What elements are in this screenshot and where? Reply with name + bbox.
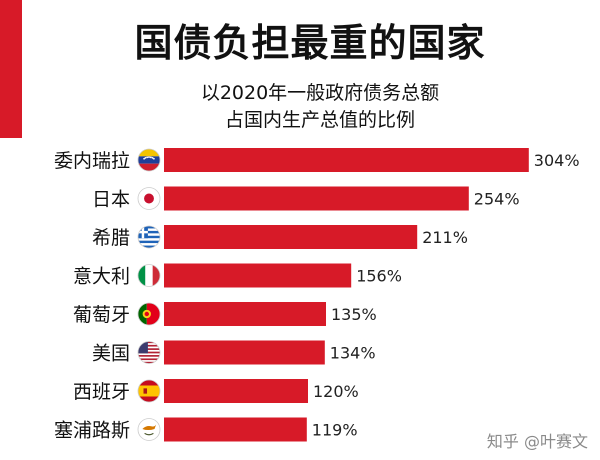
category-label: 希腊: [92, 227, 130, 249]
bar-chart: 委内瑞拉 304% 日本 254% 希腊 211% 意大利 156% 葡萄牙 135% 美国 134%…: [54, 148, 580, 442]
cyprus-flag-icon: [137, 418, 161, 441]
portugal-flag-icon: [137, 302, 161, 326]
chart-title: 国债负担最重的国家: [134, 21, 486, 65]
category-label: 葡萄牙: [73, 304, 130, 326]
bar-4: [164, 302, 326, 326]
bar-3: [164, 263, 352, 288]
bar-7: [164, 417, 307, 442]
chart-subtitle: 以2020年一般政府债务总额 占国内生产总值的比例: [0, 80, 600, 134]
category-label: 西班牙: [73, 381, 130, 403]
bar-5: [164, 340, 325, 365]
bar-6: [164, 379, 308, 403]
bar-0: [164, 148, 529, 172]
spain-flag-icon: [137, 379, 161, 403]
usa-flag-icon: [137, 341, 161, 364]
category-label: 意大利: [73, 266, 130, 288]
subtitle-line-1: 以2020年一般政府债务总额: [200, 82, 440, 104]
value-label: 254%: [474, 190, 520, 209]
accent-bar: [0, 0, 22, 138]
category-label: 委内瑞拉: [54, 150, 130, 172]
value-label: 135%: [331, 305, 377, 324]
venezuela-flag-icon: [137, 148, 161, 172]
value-label: 304%: [534, 151, 580, 170]
value-label: 120%: [313, 382, 359, 401]
value-label: 156%: [356, 267, 402, 286]
category-label: 日本: [92, 189, 130, 211]
italy-flag-icon: [137, 264, 161, 287]
subtitle-line-2: 占国内生产总值的比例: [224, 109, 415, 131]
category-label: 美国: [92, 343, 130, 365]
bar-2: [164, 225, 418, 249]
greece-flag-icon: [137, 225, 161, 249]
value-label: 119%: [312, 421, 358, 440]
category-label: 塞浦路斯: [54, 420, 130, 442]
bar-1: [164, 186, 469, 211]
value-label: 134%: [330, 344, 376, 363]
japan-flag-icon: [137, 187, 161, 210]
value-label: 211%: [422, 228, 468, 247]
watermark: 知乎 @叶赛文: [486, 432, 588, 451]
